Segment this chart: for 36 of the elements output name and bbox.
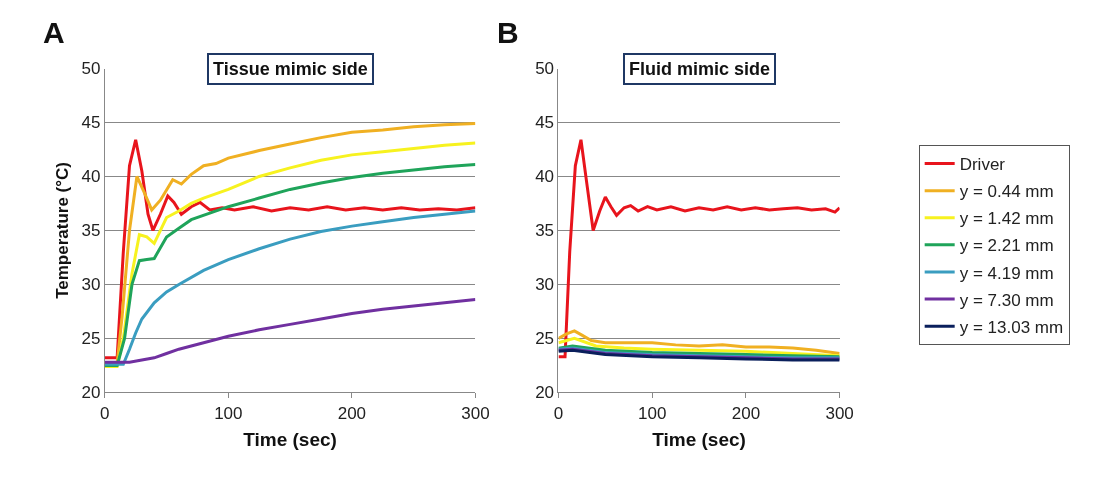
y-tick-label: 30 [535,275,555,295]
y-tick-label: 40 [535,167,555,187]
x-tick-label: 100 [638,403,667,423]
chart-title: Fluid mimic side [629,59,771,79]
legend-label: Driver [959,155,1006,175]
x-tick-label: 0 [100,403,110,423]
x-axis-title: Time (sec) [652,428,746,450]
y-tick-label: 40 [81,167,101,187]
legend-label: y = 2.21 mm [959,236,1054,256]
text: B [497,16,519,49]
legend-label: y = 1.42 mm [959,209,1054,229]
x-tick-label: 200 [337,403,367,423]
y-tick-label: 20 [81,383,101,403]
y-tick-label: 45 [81,113,101,133]
y-tick-label: 35 [535,221,555,241]
x-tick-label: 200 [731,403,761,423]
x-tick-label: 0 [553,403,564,423]
y-tick-label: 35 [81,221,101,241]
y-tick-label: 50 [535,59,555,79]
text: A [43,16,65,49]
y-tick-label: 20 [535,383,555,403]
x-axis-title: Time (sec) [243,428,337,450]
y-tick-label: 25 [535,329,555,349]
y-axis-title: Temperature (°C) [53,162,73,299]
y-tick-label: 30 [81,275,101,295]
legend-label: y = 0.44 mm [959,182,1054,202]
x-tick-label: 300 [825,403,854,423]
y-tick-label: 50 [81,59,101,79]
legend-label: y = 4.19 mm [959,263,1054,283]
x-tick-label: 100 [214,403,243,423]
legend-label: y = 7.30 mm [959,290,1054,310]
chart-title: Tissue mimic side [213,59,368,79]
y-tick-label: 45 [535,113,555,133]
legend-label: y = 13.03 mm [959,317,1064,337]
y-tick-label: 25 [81,329,101,349]
x-tick-label: 300 [461,403,490,423]
